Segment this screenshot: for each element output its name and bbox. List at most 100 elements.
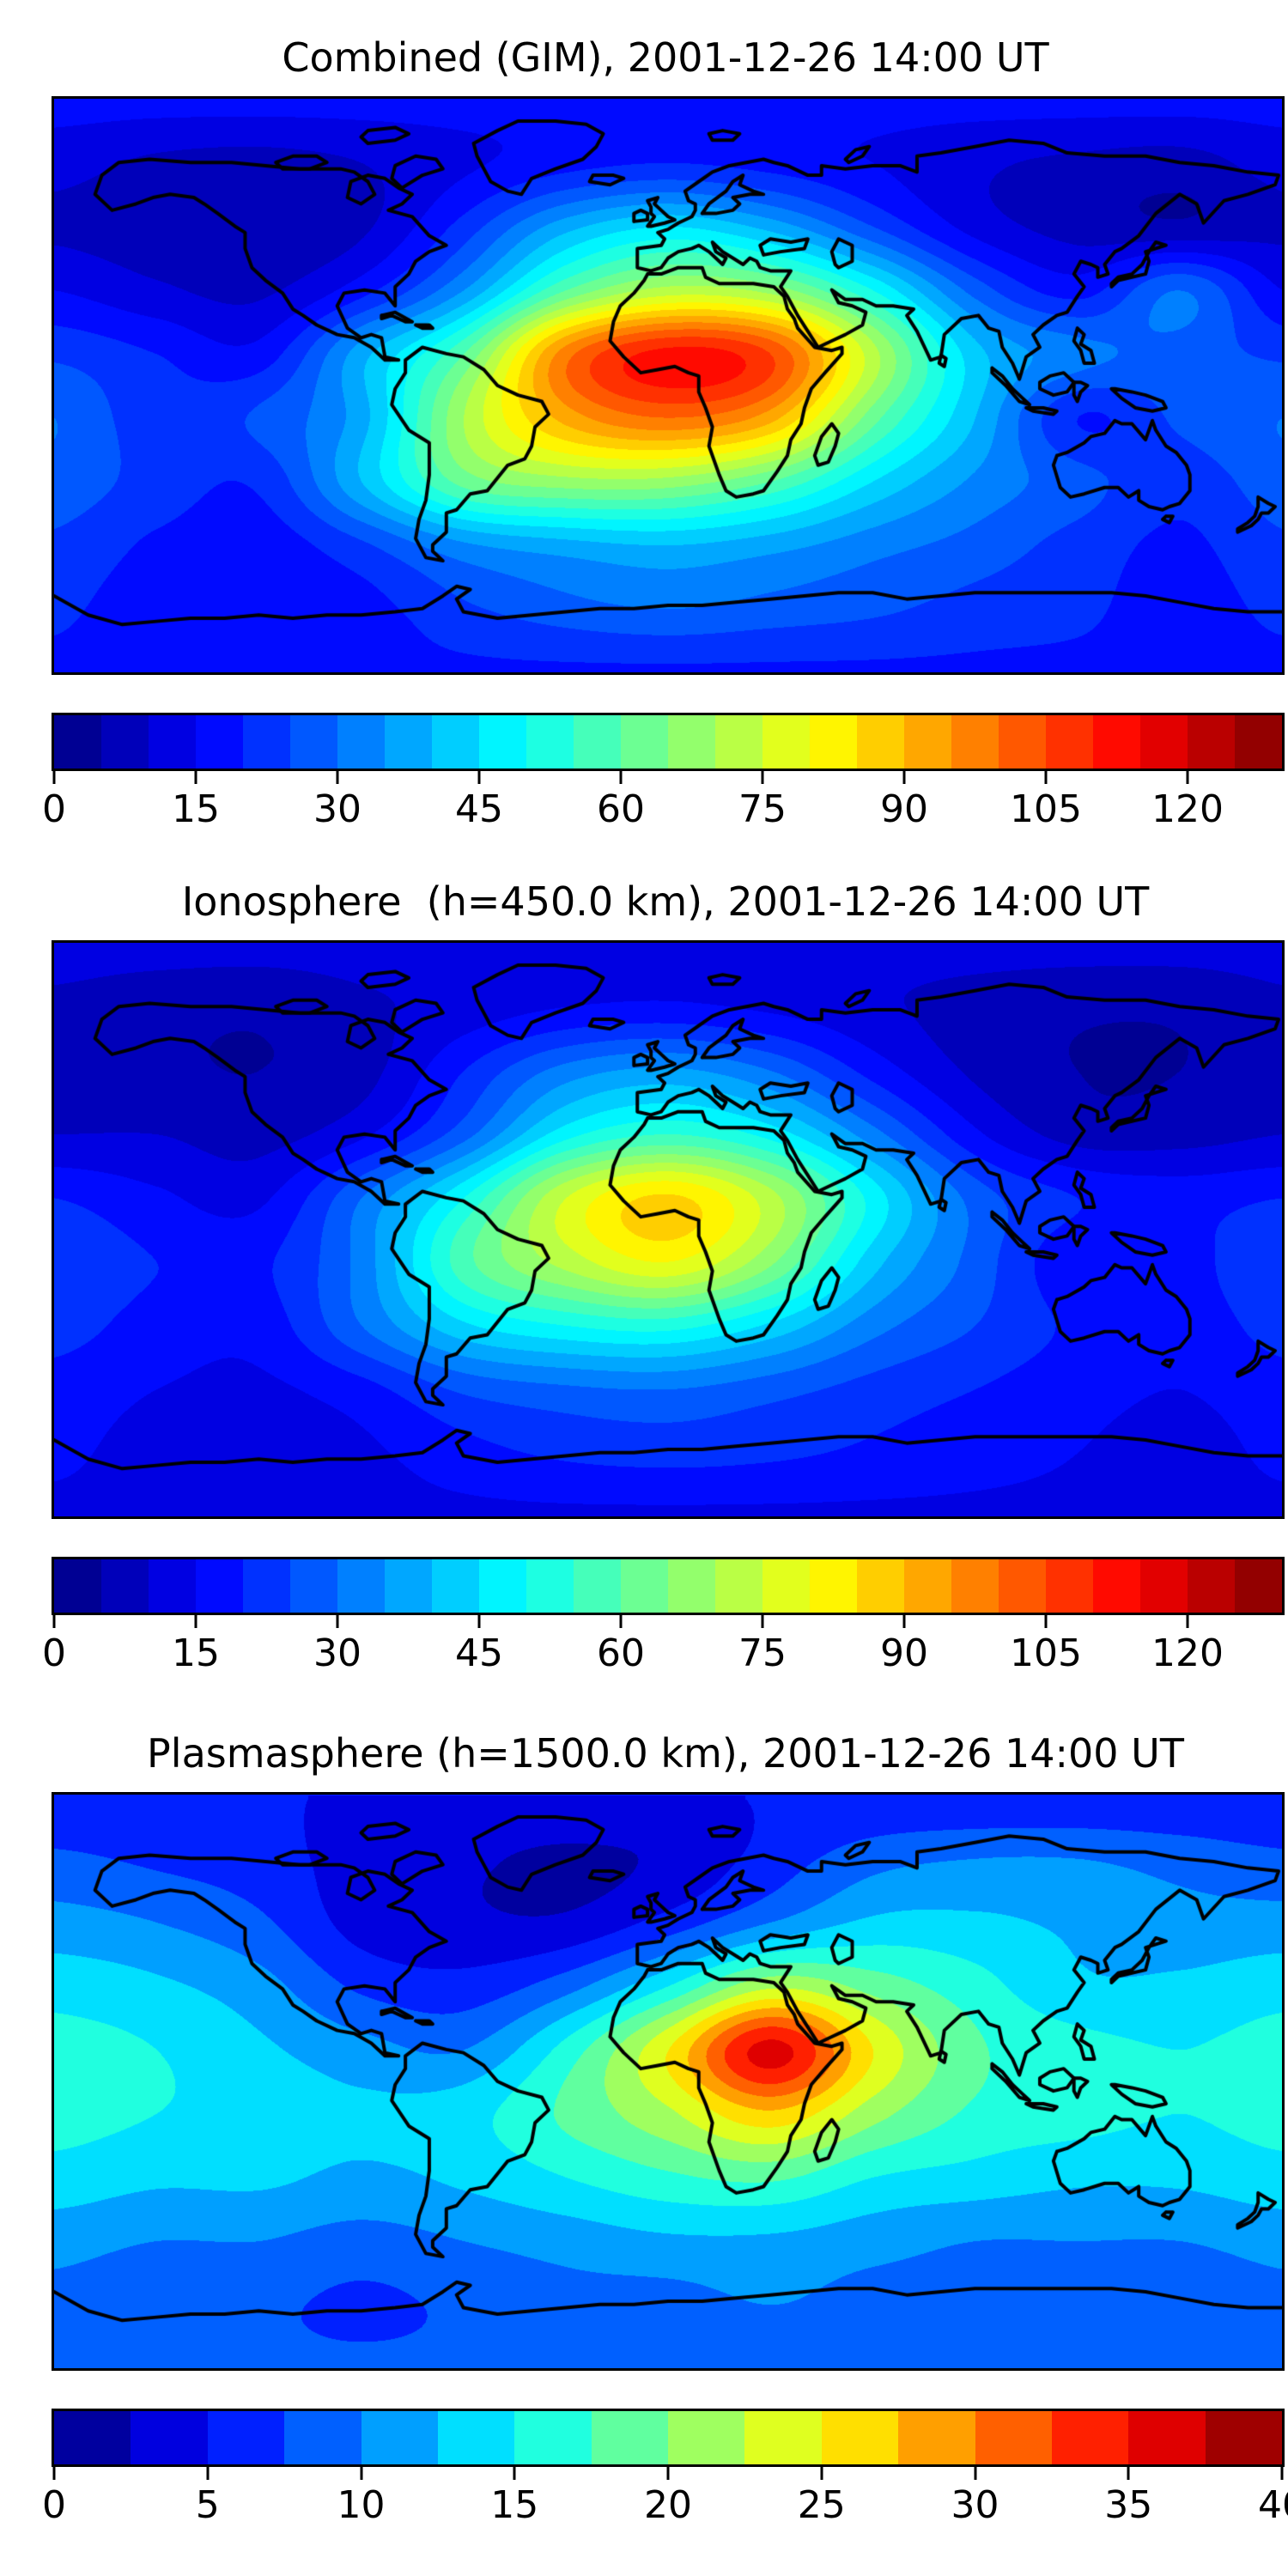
map-canvas-ionosphere (52, 940, 1285, 1519)
colorbar-combined (52, 713, 1285, 771)
colorbar-tick-mark (761, 771, 764, 784)
colorbar-segment (101, 715, 149, 769)
colorbar-tick-mark (1186, 771, 1189, 784)
map-canvas-plasmasphere (52, 1792, 1285, 2371)
colorbar-plasmasphere (52, 2409, 1285, 2467)
colorbar-segment (479, 1559, 526, 1613)
colorbar-segment (1188, 1559, 1235, 1613)
colorbar-tick-label: 35 (1104, 2483, 1153, 2527)
colorbar-tick-label: 0 (42, 1631, 66, 1675)
colorbar-segment (857, 715, 904, 769)
colorbar-segment (101, 1559, 149, 1613)
colorbar-segment (385, 715, 432, 769)
colorbar-segment (898, 2411, 975, 2464)
colorbar-segment (432, 1559, 479, 1613)
colorbar-tick-label: 20 (644, 2483, 692, 2527)
colorbar-segment (574, 715, 621, 769)
colorbar-segment (479, 715, 526, 769)
colorbar-segment (1051, 2411, 1129, 2464)
colorbar-ticks-ionosphere: 0 15 30 45 60 75 90 105 120 (42, 1615, 1282, 1684)
colorbar-segment (196, 715, 243, 769)
colorbar-tick-mark (1044, 771, 1048, 784)
colorbar-segment (243, 715, 290, 769)
colorbar-tick-label: 15 (172, 1631, 220, 1675)
colorbar-tick-mark (1186, 1615, 1189, 1628)
colorbar-segment (432, 715, 479, 769)
colorbar-segment (337, 1559, 385, 1613)
colorbar-segment (1235, 1559, 1282, 1613)
colorbar-tick-mark (52, 1615, 56, 1628)
colorbar-segment (821, 2411, 899, 2464)
colorbar-segment (196, 1559, 243, 1613)
colorbar-segment (904, 1559, 951, 1613)
colorbar-tick-label: 90 (879, 1631, 928, 1675)
colorbar-segment (744, 2411, 822, 2464)
colorbar-tick-label: 0 (42, 787, 66, 831)
colorbar-tick-label: 75 (738, 787, 787, 831)
colorbar-segment (1046, 1559, 1093, 1613)
colorbar-segment (999, 715, 1046, 769)
colorbar-segment (361, 2411, 438, 2464)
colorbar-tick-mark (194, 771, 197, 784)
colorbar-tick-label: 75 (738, 1631, 787, 1675)
colorbar-tick-label: 15 (490, 2483, 539, 2527)
colorbar-tick-label: 105 (1010, 1631, 1082, 1675)
colorbar-tick-label: 15 (172, 787, 220, 831)
chart-title-plasmasphere: Plasmasphere (h=1500.0 km), 2001-12-26 1… (147, 1730, 1184, 1777)
colorbar-tick-label: 30 (313, 1631, 361, 1675)
colorbar-segment (54, 2411, 131, 2464)
colorbar-tick-label: 45 (454, 1631, 503, 1675)
colorbar-segment (207, 2411, 285, 2464)
colorbar-segment (999, 1559, 1046, 1613)
colorbar-tick-mark (1280, 2467, 1284, 2480)
colorbar-tick-mark (761, 1615, 764, 1628)
colorbar-segment (437, 2411, 515, 2464)
colorbar-tick-mark (619, 1615, 623, 1628)
colorbar-segment (1128, 2411, 1206, 2464)
colorbar-segment (715, 1559, 762, 1613)
colorbar-tick-mark (902, 1615, 906, 1628)
colorbar-tick-mark (194, 1615, 197, 1628)
colorbar-tick-label: 120 (1151, 787, 1224, 831)
colorbar-segment (574, 1559, 621, 1613)
colorbar-segment (1235, 715, 1282, 769)
colorbar-segment (1093, 1559, 1140, 1613)
colorbar-segment (385, 1559, 432, 1613)
colorbar-tick-label: 120 (1151, 1631, 1224, 1675)
colorbar-segment (621, 715, 668, 769)
colorbar-segment (284, 2411, 361, 2464)
colorbar-segment (1188, 715, 1235, 769)
colorbar-segment (131, 2411, 208, 2464)
colorbar-segment (857, 1559, 904, 1613)
colorbar-tick-label: 30 (951, 2483, 999, 2527)
colorbar-tick-mark (902, 771, 906, 784)
colorbar-tick-label: 45 (454, 787, 503, 831)
colorbar-tick-label: 10 (337, 2483, 386, 2527)
colorbar-segment (337, 715, 385, 769)
colorbar-tick-mark (666, 2467, 670, 2480)
colorbar-tick-label: 40 (1258, 2483, 1288, 2527)
colorbar-tick-mark (974, 2467, 976, 2480)
colorbar-segment (951, 1559, 999, 1613)
colorbar-segment (904, 715, 951, 769)
colorbar-tick-mark (206, 2467, 210, 2480)
colorbar-segment (290, 715, 337, 769)
colorbar-ionosphere (52, 1557, 1285, 1615)
colorbar-tick-mark (513, 2467, 516, 2480)
colorbar-segment (975, 2411, 1052, 2464)
chart-title-combined: Combined (GIM), 2001-12-26 14:00 UT (282, 34, 1049, 81)
colorbar-segment (668, 715, 715, 769)
colorbar-segment (290, 1559, 337, 1613)
colorbar-segment (810, 715, 857, 769)
colorbar-segment (526, 715, 574, 769)
colorbar-tick-label: 60 (597, 1631, 645, 1675)
colorbar-tick-mark (820, 2467, 823, 2480)
colorbar-tick-label: 105 (1010, 787, 1082, 831)
map-canvas-combined (52, 96, 1285, 675)
colorbar-segment (810, 1559, 857, 1613)
colorbar-segment (668, 2411, 745, 2464)
colorbar-tick-mark (52, 771, 56, 784)
colorbar-segment (1140, 1559, 1188, 1613)
colorbar-segment (762, 715, 810, 769)
colorbar-segment (1140, 715, 1188, 769)
